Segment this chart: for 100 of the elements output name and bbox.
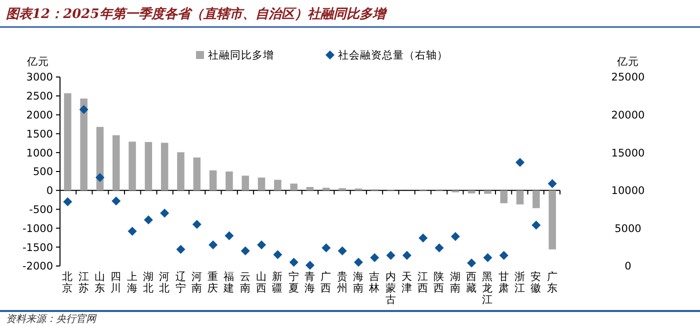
x-tick-label: 河北 <box>159 271 170 294</box>
legend-label: 社融同比多增 <box>208 48 274 62</box>
point <box>370 253 380 262</box>
y2-tick-label: 0 <box>624 260 632 273</box>
bar <box>128 142 136 190</box>
bar <box>64 93 72 190</box>
chart-title: 图表12：2025年第一季度各省（直辖市、自治区）社融同比多增 <box>6 6 388 22</box>
x-tick-label: 浙江 <box>514 270 526 294</box>
x-tick-label: 宁夏 <box>288 270 300 294</box>
x-tick-label: 北京 <box>62 270 74 294</box>
point <box>532 220 541 230</box>
bar <box>306 187 314 190</box>
y2-tick-label: 20000 <box>611 109 645 122</box>
x-tick-label: 湖南 <box>450 271 461 294</box>
point <box>548 179 557 188</box>
point <box>386 250 396 260</box>
x-tick-label: 青海 <box>304 270 316 294</box>
x-tick-label: 重庆 <box>208 270 219 294</box>
bar <box>258 178 266 190</box>
x-tick-label: 福建 <box>222 270 235 294</box>
x-tick-label: 山东 <box>94 270 106 294</box>
bar <box>112 135 120 190</box>
y-tick-label: 1000 <box>26 147 53 160</box>
y2-tick-label: 25000 <box>611 72 645 84</box>
x-tick-label: 吉林 <box>368 270 380 294</box>
bar <box>177 152 184 190</box>
y2-tick-label: 15000 <box>611 147 645 160</box>
point <box>499 250 508 260</box>
y-tick-label: 3000 <box>26 72 53 84</box>
point <box>192 220 202 229</box>
point <box>144 215 153 224</box>
point <box>79 105 88 114</box>
x-tick-label: 黑龙江 <box>482 271 494 306</box>
x-tick-label: 甘肃 <box>498 270 510 294</box>
x-tick-label: 新疆 <box>272 270 284 294</box>
point <box>402 250 412 260</box>
x-tick-label: 天津 <box>401 271 412 294</box>
x-tick-label: 广西 <box>320 270 332 294</box>
y-tick-label: 0 <box>46 185 53 198</box>
point <box>176 244 186 254</box>
point <box>208 240 218 250</box>
bar <box>226 172 233 190</box>
text: 资料来源：央行官网 <box>6 313 97 324</box>
point <box>418 234 428 243</box>
bar <box>500 190 508 204</box>
point <box>322 243 331 252</box>
x-tick-label: 山西 <box>256 270 268 294</box>
x-tick-label: 江西 <box>418 271 429 294</box>
bar <box>548 190 556 250</box>
bar <box>242 176 250 190</box>
point <box>224 231 234 240</box>
y-axis-title: 亿元 <box>26 56 49 68</box>
y2-tick-label: 10000 <box>611 185 645 198</box>
bar <box>80 98 88 190</box>
x-tick-label: 云南 <box>240 271 251 294</box>
bar <box>193 158 201 190</box>
point <box>289 258 298 267</box>
bar <box>468 190 476 194</box>
x-tick-label: 河南 <box>191 271 202 294</box>
bar <box>516 190 524 204</box>
point <box>434 243 444 252</box>
x-tick-label: 江苏 <box>78 271 90 294</box>
x-tick-label: 西藏 <box>466 271 478 294</box>
bar <box>532 190 540 208</box>
x-tick-label: 四川 <box>110 271 122 294</box>
point <box>483 253 492 262</box>
x-tick-label: 海南 <box>352 271 364 294</box>
point <box>273 250 282 260</box>
legend-label: 社会融资总量（右轴） <box>338 48 448 62</box>
x-tick-label: 贵州 <box>336 270 348 294</box>
point <box>160 208 170 218</box>
x-tick-label: 内蒙古 <box>385 270 396 306</box>
x-tick-label: 安徽 <box>530 270 542 294</box>
y-tick-label: -2000 <box>22 260 53 273</box>
point <box>128 226 137 236</box>
point <box>95 173 104 182</box>
y-tick-label: 500 <box>32 166 53 178</box>
point <box>112 196 121 206</box>
y-tick-label: -1500 <box>22 242 53 254</box>
point <box>516 158 525 167</box>
y2-tick-label: 5000 <box>614 222 642 235</box>
bar <box>274 180 282 190</box>
point <box>257 240 266 250</box>
y-tick-label: -500 <box>29 204 53 216</box>
point <box>240 246 250 256</box>
bar <box>484 190 492 194</box>
x-tick-label: 上海 <box>126 270 138 294</box>
bar <box>209 170 217 190</box>
point <box>306 260 314 270</box>
point <box>450 232 460 242</box>
bar <box>160 142 168 190</box>
bar <box>144 142 152 190</box>
x-tick-label: 湖北 <box>142 271 154 294</box>
point <box>63 197 72 206</box>
point <box>338 246 347 256</box>
y-tick-label: 1500 <box>26 128 53 140</box>
y2-axis-title: 亿元 <box>616 56 639 68</box>
y-tick-label: 2000 <box>26 109 53 122</box>
y-tick-label: 2500 <box>26 90 53 103</box>
point <box>467 258 476 268</box>
